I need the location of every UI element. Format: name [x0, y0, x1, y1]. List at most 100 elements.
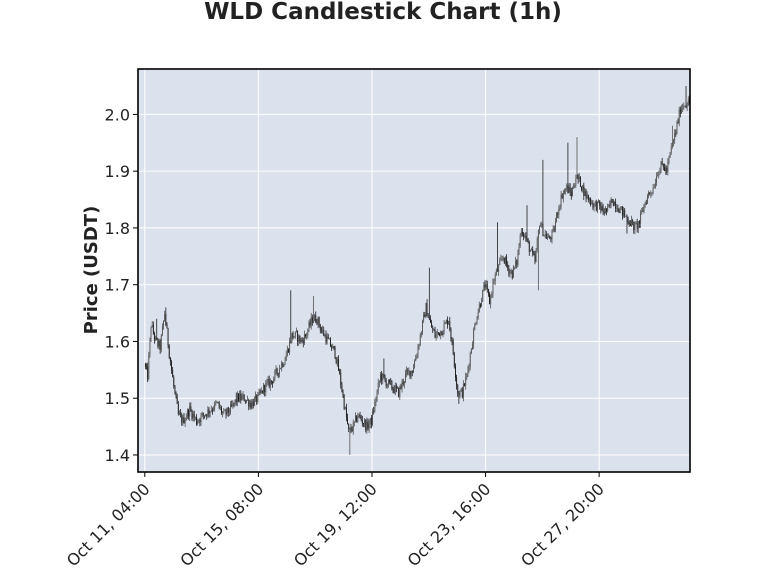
candle-body — [548, 236, 550, 238]
candle-body — [648, 192, 649, 196]
chart-title: WLD Candlestick Chart (1h) — [204, 0, 562, 25]
candle-body — [540, 226, 542, 227]
candle-body — [311, 317, 313, 323]
candle-body — [575, 178, 577, 186]
candle-body — [683, 105, 685, 108]
candle-body — [474, 324, 476, 331]
candle-body — [310, 317, 312, 326]
candle-body — [632, 220, 634, 222]
candle-body — [230, 404, 232, 413]
candle-body — [302, 340, 304, 344]
candle-body — [315, 315, 317, 323]
y-tick-label: 1.6 — [105, 332, 130, 351]
candle-body — [428, 317, 430, 320]
candle-body — [502, 257, 504, 259]
candle-body — [275, 368, 277, 372]
candle-body — [514, 266, 515, 268]
candle-body — [309, 322, 311, 326]
candle-body — [465, 376, 467, 386]
candle-body — [417, 347, 419, 356]
candle-body — [164, 314, 166, 321]
candle-body — [424, 314, 426, 318]
candle-body — [192, 413, 194, 419]
candle-body — [191, 410, 193, 419]
candle-body — [166, 324, 168, 329]
candle-body — [418, 344, 420, 348]
candle-body — [269, 380, 271, 387]
candle-body — [566, 185, 568, 190]
candle-body — [265, 382, 267, 392]
candle-body — [349, 427, 351, 430]
candle-body — [290, 341, 292, 343]
candle-body — [348, 423, 350, 430]
candle-body — [410, 370, 412, 377]
candle-body — [571, 187, 573, 197]
candle-body — [242, 394, 244, 397]
candle-body — [445, 320, 447, 323]
candle-body — [595, 202, 597, 211]
candle-body — [168, 345, 170, 358]
candle-body — [352, 422, 354, 431]
candle-body — [406, 370, 408, 374]
candle-body — [146, 366, 147, 367]
candle-body — [215, 402, 217, 404]
candle-body — [543, 234, 545, 236]
candle-body — [367, 421, 369, 429]
candle-body — [439, 332, 441, 336]
candle-body — [386, 384, 388, 387]
candle-body — [364, 420, 366, 425]
candle-body — [380, 374, 381, 381]
candle-body — [264, 385, 266, 392]
candle-body — [485, 284, 487, 288]
candle-body — [258, 391, 260, 394]
candle-body — [456, 377, 458, 386]
candle-body — [617, 208, 619, 212]
candle-body — [677, 122, 679, 124]
candle-body — [455, 366, 456, 378]
candle-body — [334, 347, 336, 358]
candle-body — [217, 402, 219, 404]
candle-body — [314, 315, 316, 321]
candle-body — [594, 202, 596, 204]
y-tick-label: 2.0 — [105, 105, 130, 124]
candle-body — [509, 271, 511, 274]
candle-body — [208, 409, 210, 414]
candle-body — [448, 321, 450, 325]
candle-body — [667, 162, 669, 173]
candle-body — [666, 167, 668, 173]
candle-body — [484, 284, 486, 288]
candle-body — [206, 414, 208, 417]
candle-body — [440, 331, 442, 336]
candle-body — [650, 193, 652, 194]
candle-body — [532, 249, 534, 253]
candle-body — [335, 357, 337, 363]
candle-body — [401, 381, 403, 389]
candle-body — [602, 206, 604, 212]
candle-body — [313, 320, 314, 323]
candle-body — [326, 336, 328, 343]
candle-body — [256, 395, 258, 402]
candle-body — [633, 221, 635, 231]
candle-body — [600, 205, 602, 211]
candle-body — [562, 193, 564, 199]
candle-body — [225, 410, 227, 415]
candle-body — [556, 213, 557, 222]
candle-body — [516, 260, 518, 265]
candle-body — [668, 157, 670, 163]
candle-body — [425, 303, 427, 318]
candle-body — [196, 417, 197, 424]
candle-body — [402, 381, 404, 385]
candle-body — [293, 336, 295, 338]
candle-body — [492, 282, 494, 294]
candle-body — [584, 190, 586, 196]
candle-body — [503, 257, 505, 264]
candle-body — [624, 209, 626, 217]
candle-body — [376, 391, 378, 400]
candle-body — [656, 176, 657, 183]
candle-body — [628, 222, 630, 225]
candle-body — [218, 403, 220, 408]
candle-body — [298, 335, 300, 342]
candle-body — [649, 192, 651, 194]
candle-body — [674, 132, 676, 141]
candle-body — [687, 99, 689, 106]
